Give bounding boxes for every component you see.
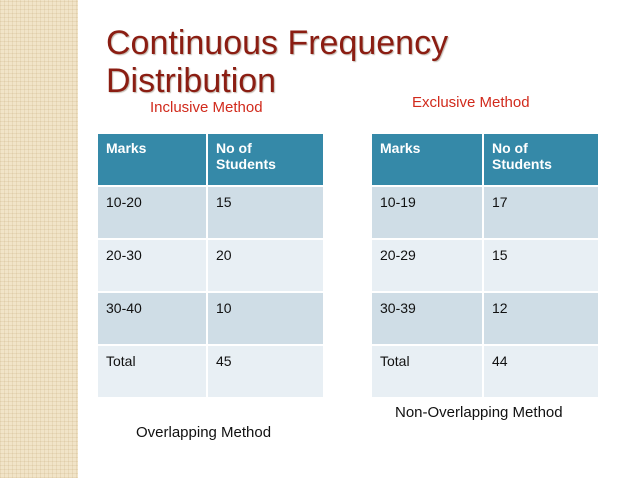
overlapping-method-caption: Overlapping Method bbox=[136, 424, 272, 441]
table-row-total: Total 44 bbox=[372, 345, 598, 399]
cell-students: 10 bbox=[207, 292, 323, 346]
table-header-row: Marks No of Students bbox=[98, 134, 323, 187]
column-header-marks: Marks bbox=[372, 134, 484, 187]
table-row: 10-19 17 bbox=[372, 186, 598, 240]
slide-title-line-1: Continuous Frequency bbox=[106, 24, 449, 62]
inclusive-frequency-table: Marks No of Students 10-20 15 20-30 20 3… bbox=[98, 134, 323, 399]
table-row: 20-29 15 bbox=[372, 239, 598, 293]
cell-students: 15 bbox=[207, 186, 323, 240]
table-row: 30-40 10 bbox=[98, 292, 323, 346]
inclusive-method-heading: Inclusive Method bbox=[150, 99, 263, 116]
table-row-total: Total 45 bbox=[98, 345, 323, 399]
cell-marks: 10-19 bbox=[372, 186, 484, 240]
slide-title-line-2: Distribution bbox=[106, 62, 277, 100]
slide-title: Continuous Frequency Distribution bbox=[106, 24, 448, 100]
table-row: 30-39 12 bbox=[372, 292, 598, 346]
cell-marks: 20-29 bbox=[372, 239, 484, 293]
decorative-side-strip bbox=[0, 0, 78, 478]
cell-marks: Total bbox=[372, 345, 484, 399]
exclusive-frequency-table: Marks No of Students 10-19 17 20-29 15 3… bbox=[372, 134, 598, 399]
cell-marks: 30-40 bbox=[98, 292, 208, 346]
column-header-no-of-students: No of Students bbox=[483, 134, 598, 187]
cell-marks: 10-20 bbox=[98, 186, 208, 240]
cell-students: 17 bbox=[483, 186, 598, 240]
exclusive-method-heading: Exclusive Method bbox=[412, 94, 530, 111]
cell-marks: 30-39 bbox=[372, 292, 484, 346]
cell-marks: 20-30 bbox=[98, 239, 208, 293]
non-overlapping-method-caption: Non-Overlapping Method bbox=[395, 404, 563, 421]
table-row: 10-20 15 bbox=[98, 186, 323, 240]
cell-students: 44 bbox=[483, 345, 598, 399]
table-header-row: Marks No of Students bbox=[372, 134, 598, 187]
cell-students: 12 bbox=[483, 292, 598, 346]
cell-students: 20 bbox=[207, 239, 323, 293]
column-header-no-of-students: No of Students bbox=[207, 134, 323, 187]
cell-students: 45 bbox=[207, 345, 323, 399]
cell-students: 15 bbox=[483, 239, 598, 293]
cell-marks: Total bbox=[98, 345, 208, 399]
table-row: 20-30 20 bbox=[98, 239, 323, 293]
column-header-marks: Marks bbox=[98, 134, 208, 187]
